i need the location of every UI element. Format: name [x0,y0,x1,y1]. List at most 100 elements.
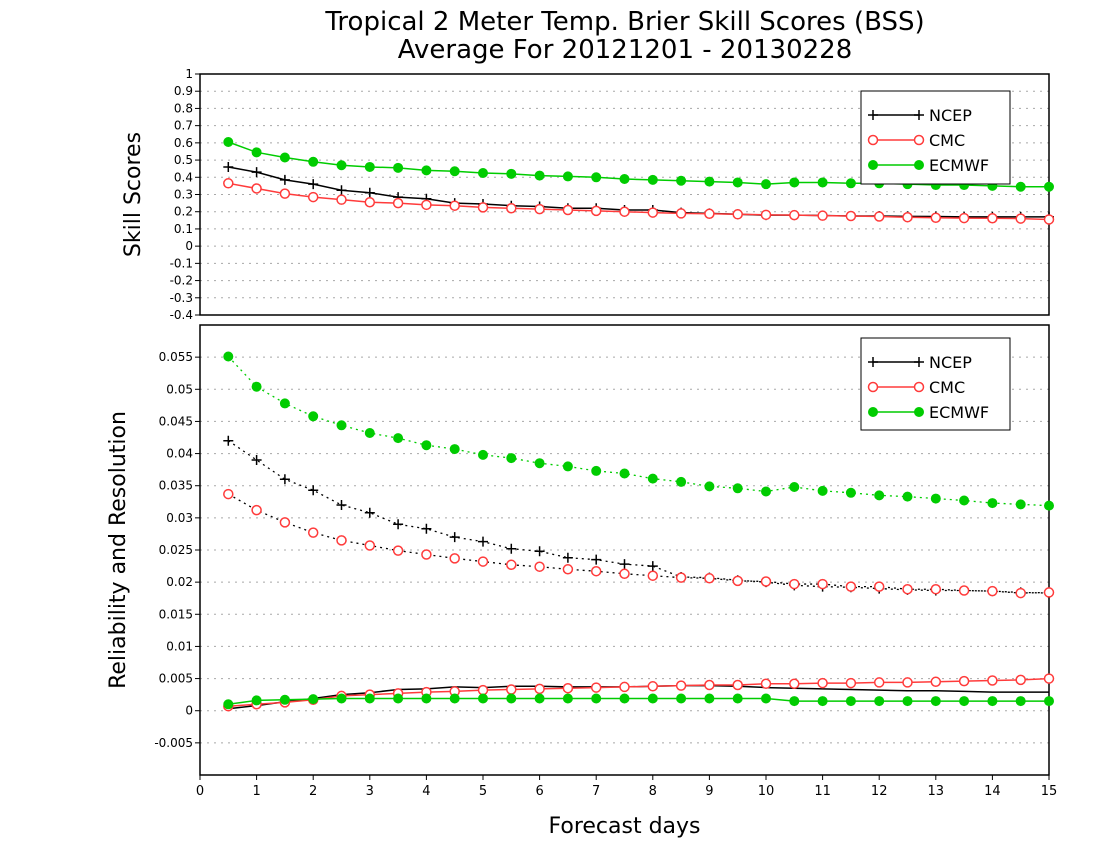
x-tick-label: 1 [252,784,260,799]
data-point [704,208,715,220]
data-point [364,507,375,518]
data-point [761,179,771,190]
data-point [223,161,234,172]
data-point [534,693,545,704]
legend-marker [868,407,878,417]
data-point [506,693,517,704]
data-point [1044,181,1054,192]
data-point [619,468,630,479]
data-point [534,683,545,695]
data-point [647,681,659,692]
data-point [506,453,517,464]
data-point [732,575,743,587]
data-point [223,435,234,446]
x-tick-label: 5 [479,784,487,799]
data-point [534,170,545,181]
reliability-resolution-panel: -0.005 0 0.005 0.01 0.015 0.02 0.025 0.03 0.035 0… [106,324,1057,839]
data-point [761,693,771,704]
data-point [590,682,602,693]
data-point [478,167,488,178]
data-point [591,693,602,704]
data-point [534,458,545,469]
legend-label: ECMWF [929,403,989,422]
y-tick-label: 0.6 [174,136,193,150]
x-tick-label: 10 [758,784,775,799]
data-point [845,210,857,222]
data-point [1015,674,1026,686]
data-point [477,684,489,696]
data-point [308,411,319,422]
legend-marker [914,357,924,367]
data-point [1015,213,1026,224]
data-point [364,540,376,551]
data-point [987,585,998,597]
data-point [732,693,743,704]
data-point [562,682,574,694]
x-tick-label: 0 [196,784,204,799]
x-tick-label: 2 [309,784,317,799]
series-line [228,684,1049,710]
y-tick-label: 1 [185,67,193,81]
y-tick-label: 0.5 [174,153,193,167]
data-point [647,473,658,484]
data-point [817,485,828,496]
series-line [228,182,1050,221]
data-point [619,174,630,185]
series-line [227,440,1050,594]
data-point [591,465,602,476]
data-point [845,581,857,592]
y-tick-label: 0.8 [174,101,193,115]
x-tick-label: 11 [814,784,831,799]
data-point [251,147,262,158]
data-point [732,679,743,691]
legend-marker [914,407,924,417]
data-point [732,177,743,188]
data-point [902,491,913,502]
chart-title-line1: Tropical 2 Meter Temp. Brier Skill Score… [324,7,924,37]
y-tick-label: 0.9 [174,84,193,98]
data-point [223,178,234,189]
legend-marker [913,381,925,393]
data-point [902,696,913,707]
data-point [393,433,404,444]
data-point [930,493,941,504]
x-tick-label: 9 [705,784,713,799]
y-tick-label: 0.025 [159,543,193,557]
data-point [251,504,262,516]
data-point [421,549,432,560]
data-point [279,694,290,705]
series-line [228,677,1050,707]
data-point [958,675,970,687]
legend-label: CMC [929,131,965,150]
data-point [676,175,687,186]
data-point [562,204,574,216]
data-point [449,166,460,177]
chart-title-line2: Average For 20121201 - 20130228 [398,35,853,65]
data-point [251,381,262,392]
data-point [223,136,234,147]
data-point [336,500,347,510]
legend-label: NCEP [929,106,972,125]
data-point [732,209,743,220]
data-point [449,532,460,543]
data-point [477,202,489,213]
data-point [393,693,404,704]
y-tick-label: 0.035 [159,479,193,493]
data-point [562,552,573,563]
data-point [421,165,432,176]
data-point [223,699,234,710]
data-point [1044,500,1054,511]
y-tick-label: 0.005 [159,672,193,686]
y-tick-label: 0.01 [166,639,193,653]
data-point [902,677,913,688]
data-point [307,527,319,538]
data-point [421,523,432,534]
y-tick-label: -0.3 [170,291,193,305]
data-point [817,177,828,188]
legend-marker [868,110,878,120]
plot-frame [199,324,1050,776]
data-point [958,212,970,224]
data-point [1043,673,1055,684]
x-tick-label: 7 [592,784,600,799]
